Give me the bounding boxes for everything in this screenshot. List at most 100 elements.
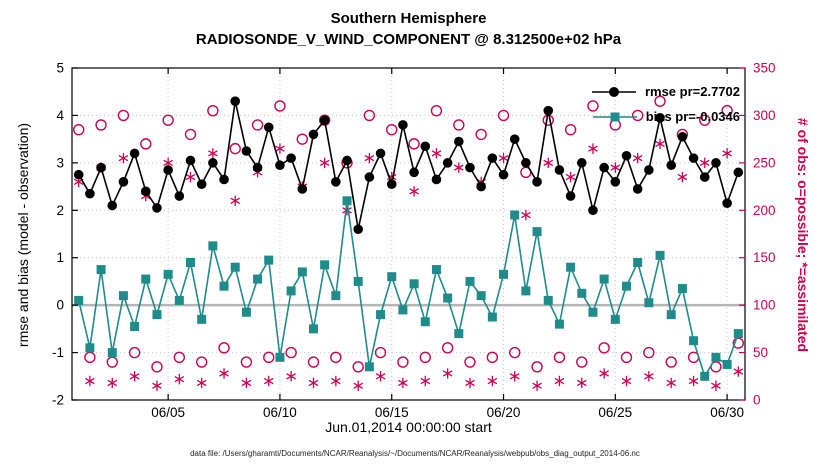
possible-obs-marker [140,138,152,150]
possible-obs-marker [598,342,610,354]
rmse-point [677,131,688,142]
possible-obs-marker [352,361,364,373]
possible-obs-marker [475,128,487,141]
bias-point [510,210,520,220]
bias-point [465,276,475,286]
possible-obs-marker [184,128,197,141]
bias-point [431,265,441,275]
bias-point [610,314,620,324]
assimilated-obs-marker [588,145,598,152]
bias-point [543,295,553,305]
assimilated-obs-marker [364,154,375,162]
possible-obs-marker [430,104,443,117]
possible-obs-marker [441,342,454,354]
assimilated-obs-marker [185,173,196,181]
left-tick-label: 3 [56,155,64,170]
assimilated-obs-marker [85,377,95,385]
bias-point [331,291,341,301]
bias-legend-label: bias pr=-0.0346 [645,109,740,124]
assimilated-obs-marker [599,370,609,377]
assimilated-obs-marker [386,173,397,181]
possible-obs-marker [117,109,130,122]
assimilated-obs-marker [677,173,688,181]
possible-obs-marker [374,346,387,359]
rmse-point [666,160,677,171]
rmse-point [96,162,106,173]
x-axis-label: Jun.01,2014 00:00:00 start [325,419,492,435]
right-tick-label: 300 [753,108,776,123]
rmse-point [498,169,509,180]
bias-point [230,262,240,272]
assimilated-obs-marker [342,207,352,214]
possible-obs-marker [453,119,465,131]
bias-point [241,307,251,317]
rmse-point [208,158,218,168]
assimilated-obs-marker [699,159,710,167]
bias-point [733,329,743,339]
rmse-point [588,205,598,216]
bias-point [342,196,352,206]
bias-point [85,343,95,353]
rmse-point [241,146,252,156]
possible-obs-marker [419,351,431,364]
assimilated-obs-marker [409,188,419,195]
x-tick-label: 06/15 [375,405,409,420]
bias-point [174,295,184,305]
bias-point [476,291,486,301]
bias-point [275,352,285,362]
possible-obs-marker [307,356,320,368]
assimilated-obs-marker [521,211,531,219]
assimilated-obs-marker [621,377,632,385]
bias-point [376,310,386,320]
possible-obs-marker [654,95,666,107]
rmse-point [465,162,475,173]
left-tick-label: 0 [56,298,64,313]
possible-obs-marker [576,356,588,368]
bias-point [208,241,218,251]
bias-point [186,257,196,267]
bias-point [722,359,732,369]
possible-obs-marker [151,361,163,373]
bias-point [454,329,464,339]
right-tick-label: 0 [753,393,761,408]
rmse-point [644,165,654,175]
assimilated-obs-marker [375,373,386,380]
assimilated-obs-marker [208,150,218,157]
legend-row-bias: bias pr=-0.0346 [590,104,740,129]
possible-obs-marker [274,100,286,112]
assimilated-obs-marker [219,370,229,377]
rmse-point [699,172,710,182]
rmse-point [431,174,442,185]
bias-point [197,314,207,324]
assimilated-obs-marker [498,154,509,162]
rmse-point [163,165,173,175]
assimilated-obs-marker [431,150,442,157]
left-tick-label: -2 [52,393,64,408]
assimilated-obs-marker [666,379,677,387]
rmse-point [185,155,196,166]
bias-point [420,317,430,327]
possible-obs-marker [587,100,599,112]
bias-point [487,312,497,322]
rmse-point [219,174,229,185]
left-tick-label: -1 [52,345,64,360]
bias-point [353,276,363,286]
chart-title-line2: RADIOSONDE_V_WIND_COMPONENT @ 8.312500e+… [195,31,622,48]
assimilated-obs-marker [241,379,252,387]
rmse-point [398,120,408,130]
left-axis-label: rmse and bias (model - observation) [15,122,31,348]
assimilated-obs-marker [509,373,520,380]
rmse-point [655,113,665,123]
possible-obs-marker [195,356,208,368]
rmse-point [621,150,632,161]
bias-point [286,286,296,296]
bias-point [297,267,307,277]
bias-point [677,284,687,294]
rmse-point [252,162,263,173]
bias-line [77,200,740,379]
bias-point [141,274,151,284]
assimilated-obs-marker [487,377,498,385]
legend: rmse pr=2.7702 bias pr=-0.0346 [590,79,740,129]
possible-obs-marker [229,142,241,155]
rmse-point [85,188,95,199]
